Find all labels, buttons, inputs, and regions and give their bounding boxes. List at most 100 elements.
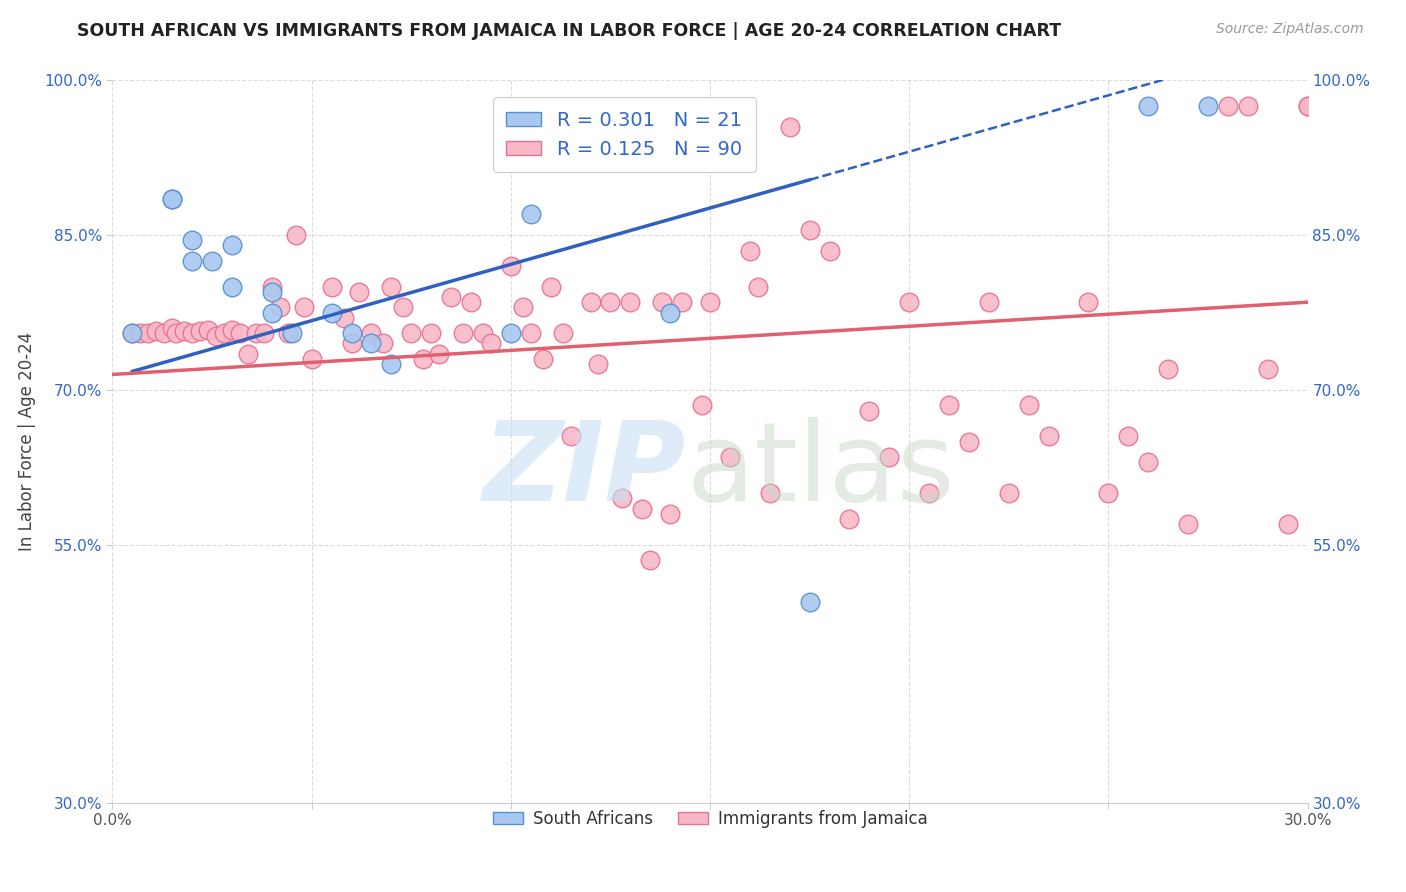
Point xyxy=(181,326,204,340)
Point xyxy=(599,295,621,310)
Point xyxy=(718,450,741,464)
Point xyxy=(173,324,195,338)
Point xyxy=(938,398,960,412)
Point xyxy=(412,351,434,366)
Point xyxy=(1157,362,1180,376)
Point xyxy=(659,507,682,521)
Point xyxy=(221,279,243,293)
Point xyxy=(560,429,582,443)
Point xyxy=(380,357,402,371)
Point xyxy=(121,326,143,340)
Point xyxy=(321,305,343,319)
Point xyxy=(1137,455,1160,469)
Point xyxy=(579,295,602,310)
Point xyxy=(1177,517,1199,532)
Point xyxy=(138,326,160,340)
Point xyxy=(284,228,307,243)
Point xyxy=(540,279,562,293)
Point xyxy=(401,326,423,340)
Point xyxy=(277,326,299,340)
Point xyxy=(612,491,634,506)
Point xyxy=(651,295,673,310)
Point xyxy=(205,329,228,343)
Point xyxy=(818,244,841,258)
Text: Source: ZipAtlas.com: Source: ZipAtlas.com xyxy=(1216,22,1364,37)
Point xyxy=(221,323,243,337)
Point xyxy=(165,326,187,340)
Point xyxy=(245,326,267,340)
Point xyxy=(759,486,782,500)
Point xyxy=(392,301,415,315)
Point xyxy=(440,290,463,304)
Point xyxy=(349,285,371,299)
Point xyxy=(1137,99,1160,113)
Point xyxy=(162,321,183,335)
Point xyxy=(779,120,801,134)
Point xyxy=(1038,429,1060,443)
Point xyxy=(201,253,224,268)
Point xyxy=(957,434,980,449)
Point xyxy=(838,512,860,526)
Point xyxy=(1216,99,1239,113)
Point xyxy=(212,326,235,340)
Text: SOUTH AFRICAN VS IMMIGRANTS FROM JAMAICA IN LABOR FORCE | AGE 20-24 CORRELATION : SOUTH AFRICAN VS IMMIGRANTS FROM JAMAICA… xyxy=(77,22,1062,40)
Point xyxy=(340,326,363,340)
Point xyxy=(531,351,554,366)
Legend: South Africans, Immigrants from Jamaica: South Africans, Immigrants from Jamaica xyxy=(486,803,934,834)
Point xyxy=(197,323,219,337)
Point xyxy=(321,279,343,293)
Point xyxy=(499,326,522,340)
Point xyxy=(145,324,167,338)
Point xyxy=(162,192,183,206)
Point xyxy=(360,326,382,340)
Point xyxy=(479,336,502,351)
Point xyxy=(879,450,901,464)
Point xyxy=(269,301,291,315)
Point xyxy=(260,285,283,299)
Point xyxy=(588,357,610,371)
Point xyxy=(619,295,641,310)
Point xyxy=(229,326,252,340)
Point xyxy=(631,501,654,516)
Point xyxy=(340,336,363,351)
Point xyxy=(1296,99,1319,113)
Point xyxy=(460,295,482,310)
Point xyxy=(551,326,574,340)
Point xyxy=(236,347,259,361)
Point xyxy=(520,326,543,340)
Point xyxy=(977,295,1000,310)
Point xyxy=(188,324,211,338)
Point xyxy=(799,223,821,237)
Y-axis label: In Labor Force | Age 20-24: In Labor Force | Age 20-24 xyxy=(18,332,35,551)
Point xyxy=(659,305,682,319)
Point xyxy=(1018,398,1040,412)
Point xyxy=(1077,295,1099,310)
Point xyxy=(1118,429,1140,443)
Point xyxy=(153,326,176,340)
Point xyxy=(1296,99,1319,113)
Point xyxy=(162,192,183,206)
Point xyxy=(520,207,543,221)
Point xyxy=(373,336,395,351)
Point xyxy=(640,553,662,567)
Point xyxy=(332,310,354,325)
Point xyxy=(181,233,204,247)
Point xyxy=(451,326,474,340)
Point xyxy=(799,594,821,608)
Point xyxy=(221,238,243,252)
Point xyxy=(1237,99,1260,113)
Point xyxy=(420,326,443,340)
Point xyxy=(253,326,276,340)
Point xyxy=(1277,517,1299,532)
Point xyxy=(1257,362,1279,376)
Point xyxy=(281,326,304,340)
Point xyxy=(380,279,402,293)
Point xyxy=(121,326,143,340)
Point xyxy=(181,253,204,268)
Point xyxy=(671,295,693,310)
Point xyxy=(301,351,323,366)
Point xyxy=(858,403,880,417)
Point xyxy=(360,336,382,351)
Point xyxy=(918,486,941,500)
Point xyxy=(499,259,522,273)
